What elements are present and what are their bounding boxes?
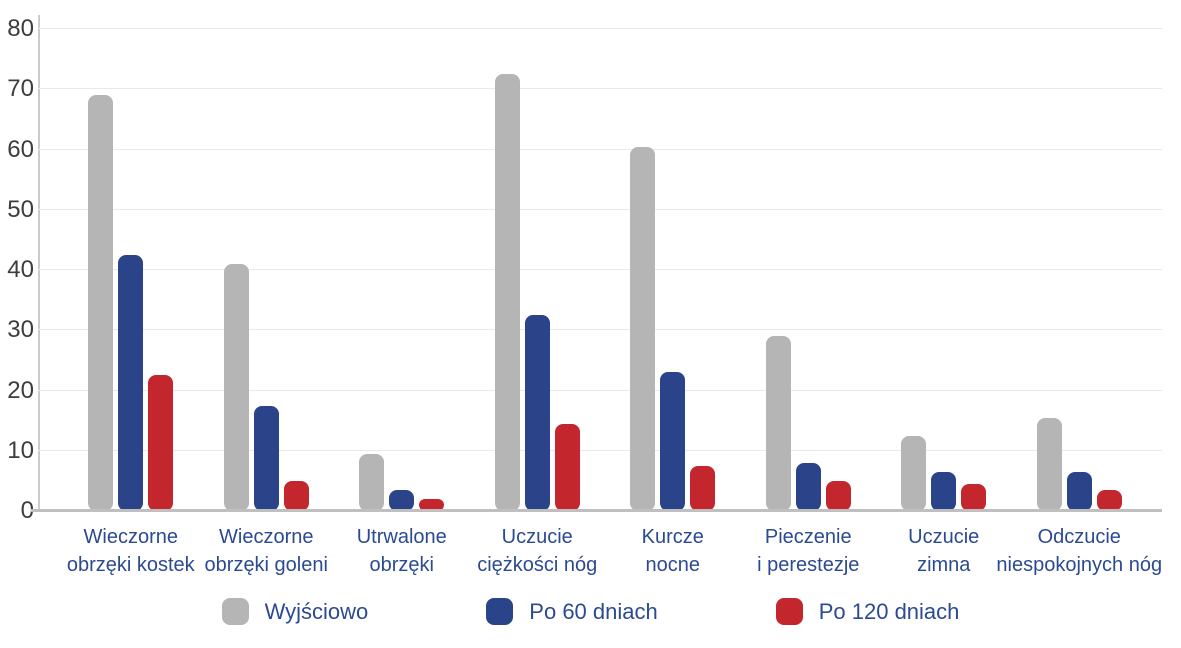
bar [1066, 471, 1092, 511]
y-tick-label: 0 [20, 497, 34, 524]
bar-set [1036, 29, 1122, 511]
plot-area: 0 10 20 30 40 50 60 70 80 Wieczorne obrzęki kost… [7, 15, 1162, 576]
y-tick-label: 70 [7, 75, 34, 103]
category-label: Odczucie niespokojnych nóg [996, 526, 1163, 576]
category-label: Uczucie zimna [908, 526, 980, 576]
bar [554, 423, 580, 511]
bar [223, 263, 249, 511]
legend-swatch-icon [221, 598, 249, 625]
bar-set [901, 29, 987, 511]
y-axis-line [38, 15, 40, 511]
category-group: Odczucie niespokojnych nóg [996, 29, 1162, 576]
category-group: Utrwalone obrzęki [334, 29, 470, 576]
bar-set [494, 29, 580, 511]
category-group: Pieczenie i perestezje [741, 29, 877, 576]
category-group: Uczucie zimna [876, 29, 1012, 576]
gridline [38, 208, 1162, 210]
bar [524, 315, 550, 511]
y-tick-label: 50 [7, 195, 34, 223]
bar-groups: Wieczorne obrzęki kostek Wieczorne obrzę… [38, 29, 1162, 576]
bar [359, 453, 385, 511]
gridline [38, 148, 1162, 150]
bar [118, 254, 144, 511]
category-group: Wieczorne obrzęki goleni [199, 29, 335, 576]
category-label: Utrwalone obrzęki [356, 526, 447, 576]
gridline [38, 88, 1162, 90]
bar [901, 435, 927, 511]
bar [1096, 489, 1122, 511]
bar [1036, 417, 1062, 511]
legend-swatch-icon [775, 598, 803, 625]
category-group: Uczucie ciężkości nóg [470, 29, 606, 576]
gridline [38, 449, 1162, 451]
legend: Wyjściowo Po 60 dniach Po 120 dniach [0, 598, 1181, 625]
bar-set [88, 29, 174, 511]
category-label: Wieczorne obrzęki kostek [66, 526, 195, 576]
category-label: Wieczorne obrzęki goleni [204, 526, 328, 576]
bar [795, 462, 821, 511]
legend-swatch-icon [486, 598, 514, 625]
legend-item: Po 120 dniach [775, 598, 960, 625]
bar [825, 480, 851, 511]
bar [283, 480, 309, 511]
gridline [38, 329, 1162, 331]
bar [630, 146, 656, 511]
bar-set [630, 29, 716, 511]
legend-label: Po 60 dniach [529, 598, 658, 624]
category-group: Wieczorne obrzęki kostek [63, 29, 199, 576]
bar [148, 375, 174, 511]
y-tick-label: 10 [7, 436, 34, 464]
legend-item: Po 60 dniach [486, 598, 658, 625]
bar [419, 498, 445, 511]
bar-set [765, 29, 851, 511]
category-label: Pieczenie i perestezje [757, 526, 860, 576]
bar [765, 336, 791, 511]
category-label: Uczucie ciężkości nóg [477, 526, 598, 576]
bar [494, 74, 520, 511]
bar [88, 95, 114, 511]
bar [690, 465, 716, 511]
bar-set [223, 29, 309, 511]
category-group: Kurcze nocne [605, 29, 741, 576]
gridline [38, 28, 1162, 29]
bar [253, 405, 279, 511]
bar [961, 483, 987, 511]
y-tick-label: 80 [7, 15, 34, 42]
legend-item: Wyjściowo [221, 598, 369, 625]
y-tick-label: 20 [7, 376, 34, 404]
y-tick-label: 40 [7, 256, 34, 283]
x-axis-line [31, 509, 1162, 512]
gridline [38, 389, 1162, 391]
bar [389, 489, 415, 511]
legend-label: Po 120 dniach [818, 598, 960, 624]
gridline [38, 269, 1162, 270]
bar [931, 471, 957, 511]
category-label: Kurcze nocne [641, 526, 704, 576]
y-tick-label: 60 [7, 135, 34, 163]
y-tick-label: 30 [7, 316, 34, 344]
bar [660, 372, 686, 511]
bar-set [359, 29, 445, 511]
legend-label: Wyjściowo [264, 598, 369, 624]
